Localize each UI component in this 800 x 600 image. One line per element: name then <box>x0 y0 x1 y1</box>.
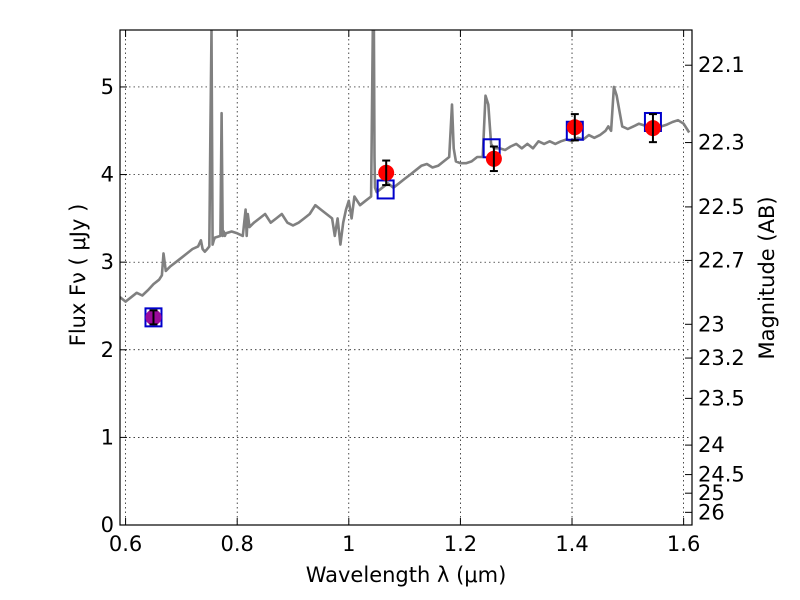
x-tick-label: 1.6 <box>667 532 700 556</box>
right-tick-label: 24 <box>698 433 725 457</box>
right-tick-label: 22.1 <box>698 53 745 77</box>
x-tick-label: 1.2 <box>444 532 477 556</box>
x-axis-label: Wavelength λ (μm) <box>306 563 507 587</box>
x-tick-label: 0.8 <box>220 532 253 556</box>
right-tick-label: 23 <box>698 312 725 336</box>
grid <box>120 30 692 526</box>
y-tick-label: 0 <box>101 513 114 537</box>
y-tick-label: 2 <box>101 338 114 362</box>
right-tick-label: 22.5 <box>698 195 745 219</box>
right-tick-label: 25 <box>698 481 725 505</box>
y-tick-label: 1 <box>101 425 114 449</box>
y-tick-label: 4 <box>101 163 114 187</box>
y-tick-label: 3 <box>101 250 114 274</box>
x-tick-label: 0.6 <box>109 532 142 556</box>
axes: 0.6 0.8 1 1.2 1.4 1.601234522.122.322.522.723… <box>101 29 745 556</box>
y-axis-label-right: Magnitude (AB) <box>755 196 779 359</box>
right-tick-label: 26 <box>698 500 725 524</box>
model-spectrum-line <box>120 30 691 303</box>
y-tick-label: 5 <box>101 75 114 99</box>
x-tick-label: 1 <box>342 532 355 556</box>
right-tick-label: 23.2 <box>698 346 745 370</box>
y-axis-label-left: Flux Fν ( μJy ) <box>66 204 90 347</box>
right-tick-label: 22.3 <box>698 131 745 155</box>
plot-frame <box>119 29 693 526</box>
right-tick-label: 23.5 <box>698 386 745 410</box>
plot-area <box>120 30 691 328</box>
x-tick-label: 1.4 <box>555 532 588 556</box>
right-tick-label: 22.7 <box>698 248 745 272</box>
right-tick-label: 24.5 <box>698 463 745 487</box>
